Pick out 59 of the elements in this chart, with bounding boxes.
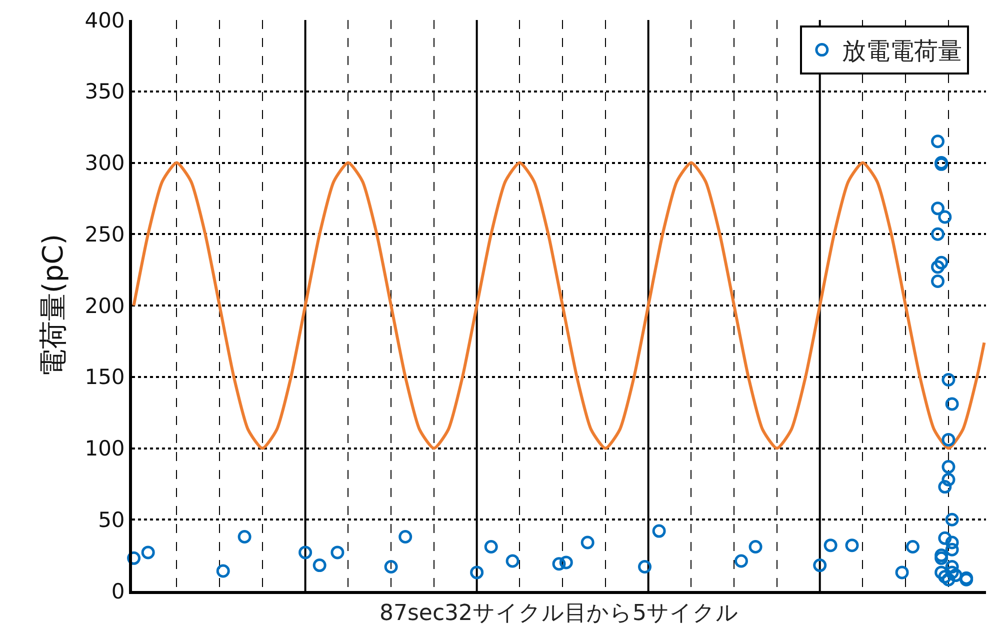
y-tick-label: 50 [98,508,125,532]
point [748,540,762,554]
point [580,536,594,550]
point [942,460,956,474]
point [945,542,959,556]
point [934,256,948,270]
point [906,540,920,554]
point [934,566,948,580]
y-tick-label: 200 [84,294,125,318]
point [127,551,141,565]
point [938,531,952,545]
y-tick-label: 100 [84,436,125,461]
point [559,556,573,570]
point [931,202,945,216]
point [931,260,945,274]
point [734,554,748,568]
legend-label: 放電電荷量 [842,37,962,66]
point [931,274,945,288]
point [813,558,827,572]
y-tick-label: 0 [111,579,125,604]
point [895,566,909,580]
y-tick-label: 300 [84,151,125,176]
point [484,540,498,554]
point [945,397,959,411]
point [330,546,344,560]
point [384,560,398,574]
x-axis-title: 87sec32サイクル目から5サイクル [379,600,739,626]
y-tick-label: 350 [84,80,125,104]
point [945,536,959,550]
point [298,546,312,560]
y-tick-label: 250 [84,222,125,246]
point [638,560,652,574]
point [238,530,252,544]
point [938,210,952,224]
point [312,558,326,572]
point [824,538,838,552]
point [942,472,956,486]
point [216,564,230,578]
point [506,554,520,568]
line-series [132,161,986,450]
point [942,432,956,446]
point [945,560,959,574]
point [934,548,948,562]
point [934,551,948,565]
point [470,566,484,580]
point [398,530,412,544]
point [652,524,666,538]
point [938,570,952,584]
point [845,538,859,552]
y-tick-label: 150 [84,365,125,390]
point [931,134,945,148]
point [931,227,945,241]
point [938,480,952,494]
y-tick-label: 400 [84,8,125,32]
point [942,372,956,386]
point [552,557,566,571]
y-axis-title: 電荷量(pC) [36,234,70,378]
point [141,546,155,560]
point [945,512,959,526]
